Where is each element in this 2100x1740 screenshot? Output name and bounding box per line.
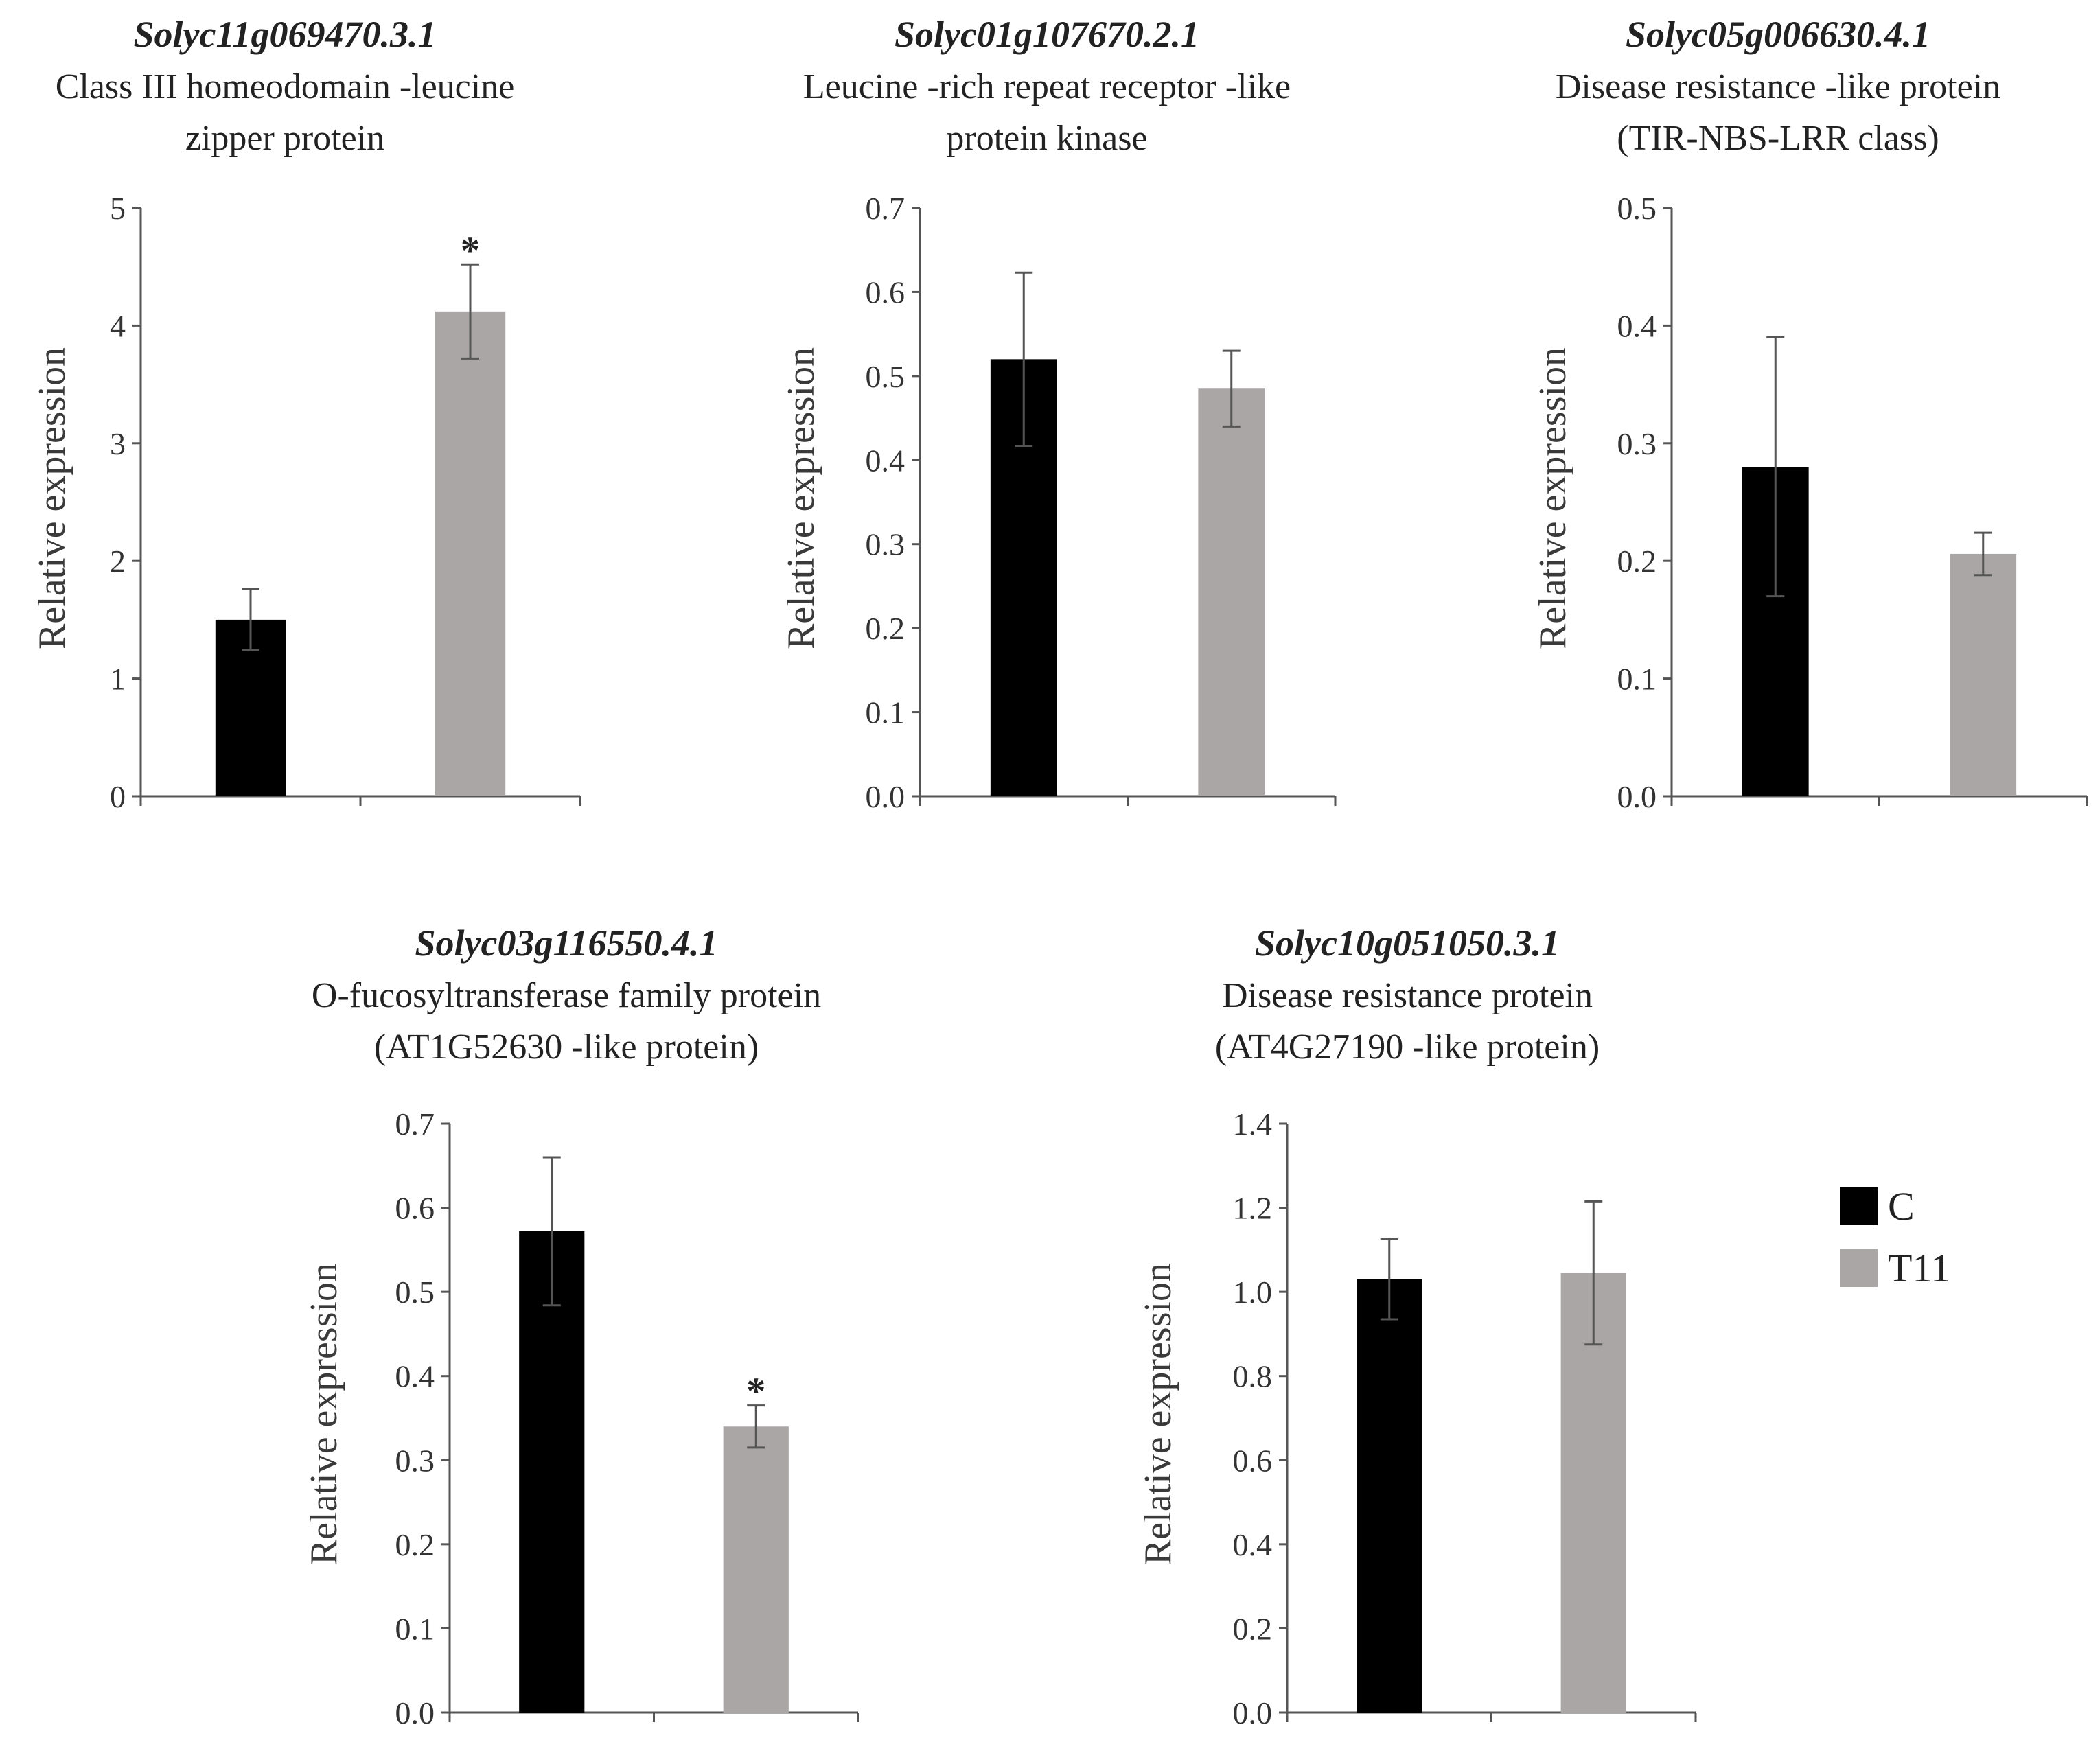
panel-3: Solyc05g006630.4.1 Disease resistance -l… <box>1532 14 2088 814</box>
y-tick-label: 0.6 <box>395 1191 435 1226</box>
y-tick-label: 0.1 <box>1617 662 1657 697</box>
description-line-2: (AT4G27190 -like protein) <box>1215 1028 1600 1067</box>
y-tick-label: 0.3 <box>866 527 905 562</box>
y-tick-label: 0.0 <box>866 779 905 814</box>
y-tick-label: 0.6 <box>1233 1443 1273 1478</box>
y-tick-label: 1.2 <box>1233 1191 1273 1226</box>
description-line-1: O-fucosyltransferase family protein <box>312 976 821 1015</box>
gene-title: Solyc11g069470.3.1 <box>134 14 437 55</box>
y-tick-label: 0.7 <box>866 191 905 226</box>
y-tick-label: 0.3 <box>1617 426 1657 461</box>
y-tick-label: 0.7 <box>395 1106 435 1141</box>
y-tick-label: 0.1 <box>866 695 905 730</box>
bar-t11 <box>723 1426 789 1713</box>
y-tick-label: 0.0 <box>395 1695 435 1730</box>
y-tick-label: 0 <box>110 779 126 814</box>
legend: C T11 <box>1840 1184 1950 1290</box>
y-tick-label: 3 <box>110 426 126 461</box>
y-tick-label: 0.4 <box>866 443 905 478</box>
significance-marker: * <box>746 1371 765 1413</box>
panel-5: Solyc10g051050.3.1 Disease resistance pr… <box>1137 923 1697 1730</box>
bar-c <box>519 1231 585 1713</box>
y-tick-label: 5 <box>110 191 126 226</box>
y-tick-label: 0.4 <box>1233 1527 1273 1562</box>
description-line-1: Disease resistance -like protein <box>1556 67 2000 106</box>
y-tick-label: 0.0 <box>1617 779 1657 814</box>
y-tick-label: 0.5 <box>866 359 905 394</box>
legend-label-c: C <box>1888 1184 1915 1229</box>
gene-title: Solyc05g006630.4.1 <box>1626 14 1930 55</box>
y-tick-label: 4 <box>110 308 126 343</box>
y-axis-label: Relative expression <box>1137 1263 1179 1565</box>
gene-title: Solyc10g051050.3.1 <box>1255 923 1560 964</box>
y-tick-label: 0.6 <box>866 275 905 310</box>
y-tick-label: 0.4 <box>395 1359 435 1394</box>
y-tick-label: 0.2 <box>395 1527 435 1562</box>
bar-c <box>1357 1279 1422 1713</box>
y-tick-label: 1.4 <box>1233 1106 1273 1141</box>
y-tick-label: 0.1 <box>395 1611 435 1646</box>
y-tick-label: 0.2 <box>1617 544 1657 579</box>
description-line-2: (TIR-NBS-LRR class) <box>1617 119 1939 158</box>
bar-t11 <box>435 311 506 796</box>
description-line-1: Disease resistance protein <box>1222 976 1593 1015</box>
panel-2: Solyc01g107670.2.1 Leucine -rich repeat … <box>780 14 1337 814</box>
legend-swatch-t11 <box>1840 1249 1878 1287</box>
y-tick-label: 1 <box>110 662 126 697</box>
y-tick-label: 0.5 <box>395 1275 435 1310</box>
y-axis-label: Relative expression <box>303 1263 345 1565</box>
gene-title: Solyc01g107670.2.1 <box>895 14 1199 55</box>
y-axis-label: Relative expression <box>1532 347 1574 649</box>
panel-4: Solyc03g116550.4.1 O-fucosyltransferase … <box>303 923 859 1730</box>
y-tick-label: 1.0 <box>1233 1275 1273 1310</box>
gene-title: Solyc03g116550.4.1 <box>415 923 718 964</box>
significance-marker: * <box>461 229 480 272</box>
bar-t11 <box>1198 388 1265 796</box>
description-line-2: (AT1G52630 -like protein) <box>374 1028 759 1067</box>
y-tick-label: 0.0 <box>1233 1695 1273 1730</box>
bar-t11 <box>1560 1273 1626 1713</box>
y-axis-label: Relative expression <box>31 347 73 649</box>
y-axis-label: Relative expression <box>780 347 822 649</box>
legend-swatch-c <box>1840 1187 1878 1225</box>
y-tick-label: 2 <box>110 544 126 579</box>
y-tick-label: 0.2 <box>866 611 905 646</box>
y-tick-label: 0.4 <box>1617 308 1657 343</box>
y-tick-label: 0.5 <box>1617 191 1657 226</box>
panel-1: Solyc11g069470.3.1 Class III homeodomain… <box>31 14 581 814</box>
y-tick-label: 0.3 <box>395 1443 435 1478</box>
y-tick-label: 0.8 <box>1233 1359 1273 1394</box>
description-line-2: protein kinase <box>946 119 1147 158</box>
description-line-2: zipper protein <box>185 119 384 158</box>
y-tick-label: 0.2 <box>1233 1611 1273 1646</box>
description-line-1: Class III homeodomain -leucine <box>56 67 515 106</box>
bar-t11 <box>1950 553 2017 796</box>
legend-label-t11: T11 <box>1888 1246 1950 1290</box>
description-line-1: Leucine -rich repeat receptor -like <box>803 67 1291 106</box>
